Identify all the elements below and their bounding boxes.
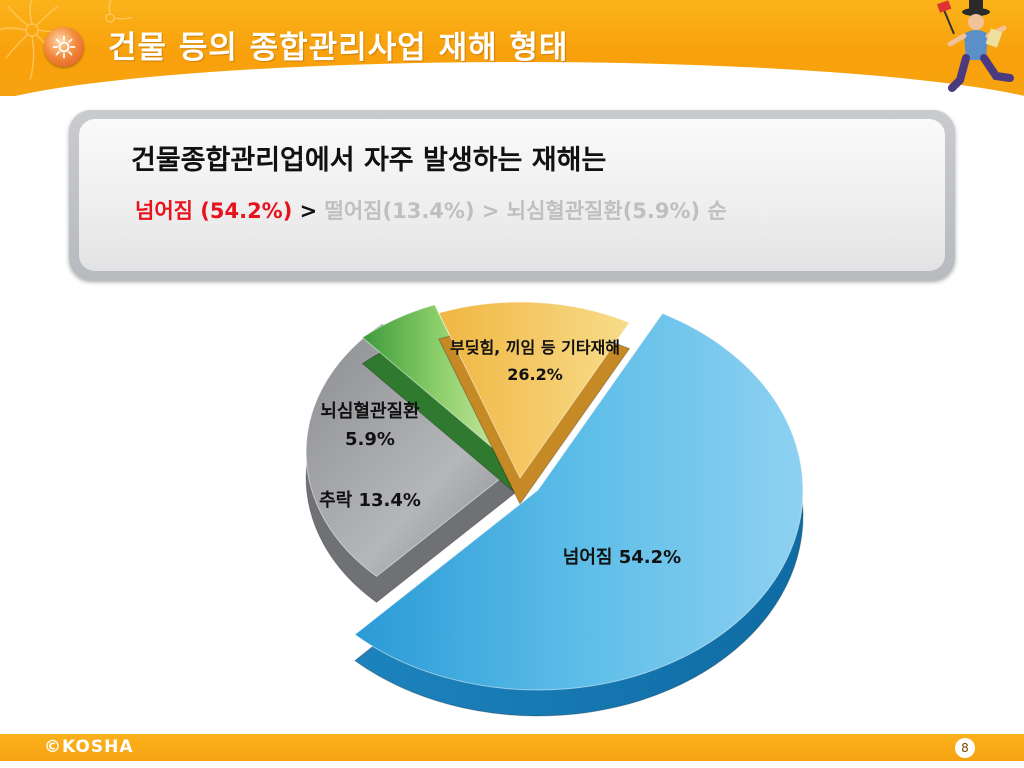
data-label: 부딪힘, 끼임 등 기타재해 bbox=[450, 338, 620, 357]
pie-slice bbox=[361, 304, 515, 467]
rank-3: 뇌심혈관질환(5.9%) 순 bbox=[506, 199, 727, 223]
data-label: 5.9% bbox=[345, 429, 395, 450]
sun-icon bbox=[44, 27, 84, 67]
page-title: 건물 등의 종합관리사업 재해 형태 bbox=[108, 30, 569, 66]
pie-slice bbox=[354, 312, 804, 691]
kosha-logo: ©KOSHA bbox=[44, 737, 134, 757]
rank-2: 떨어짐(13.4%) bbox=[324, 199, 475, 223]
rank-1: 넘어짐 (54.2%) bbox=[135, 199, 293, 223]
summary-box: 건물종합관리업에서 자주 발생하는 재해는 넘어짐 (54.2%) > 떨어짐(… bbox=[69, 110, 955, 280]
data-label: 추락 13.4% bbox=[319, 490, 421, 511]
data-label: 26.2% bbox=[507, 365, 563, 384]
flower-decoration-icon bbox=[0, 0, 133, 81]
summary-inner bbox=[79, 119, 945, 271]
summary-heading: 건물종합관리업에서 자주 발생하는 재해는 bbox=[131, 145, 607, 176]
rank-separator: > bbox=[474, 199, 507, 223]
data-label: 넘어짐 54.2% bbox=[563, 547, 681, 568]
data-label: 뇌심혈관질환 bbox=[320, 400, 420, 422]
pie-slice bbox=[305, 322, 535, 577]
page-number: 8 bbox=[955, 738, 975, 758]
header-bar: 건물 등의 종합관리사업 재해 형태 bbox=[0, 0, 1024, 96]
footer-bar: ©KOSHA 8 bbox=[0, 734, 1024, 761]
mascot-figure-icon bbox=[936, 0, 1014, 92]
rank-separator: > bbox=[292, 199, 325, 223]
summary-ranking: 넘어짐 (54.2%) > 떨어짐(13.4%) > 뇌심혈관질환(5.9%) … bbox=[135, 195, 727, 225]
pie-slice bbox=[438, 301, 631, 479]
